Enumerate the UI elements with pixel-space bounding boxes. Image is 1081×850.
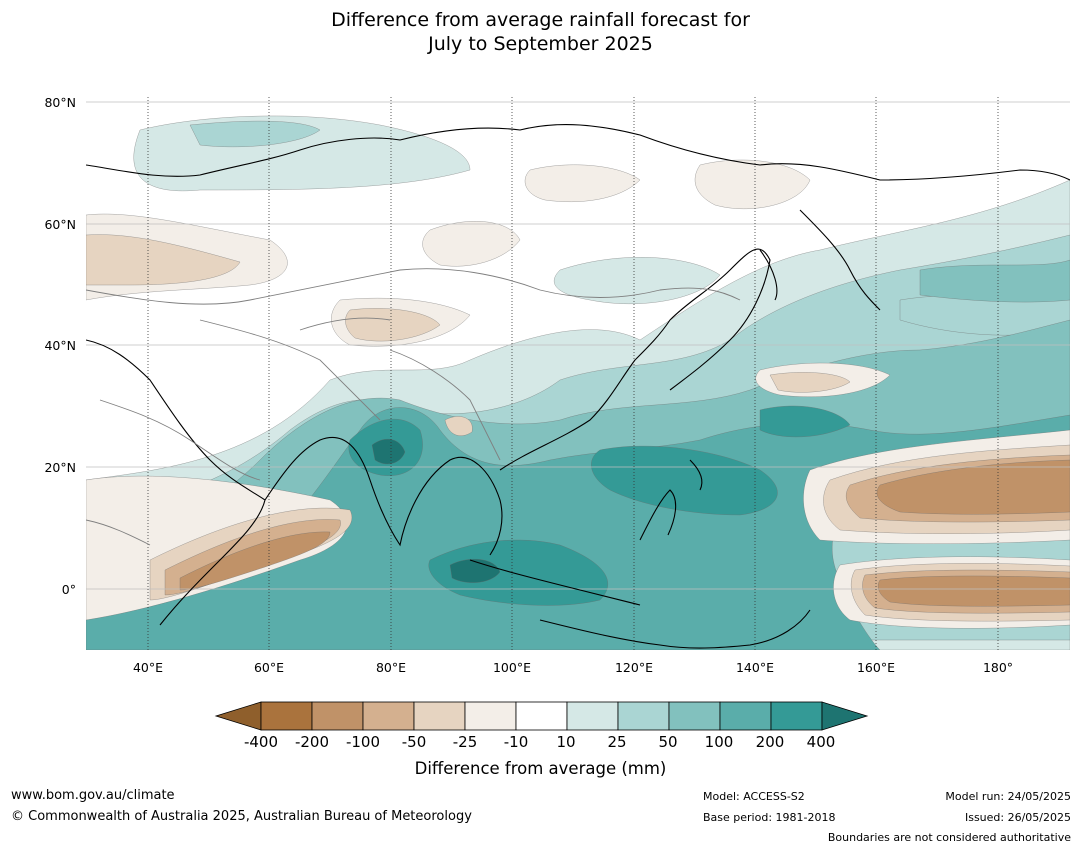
lon-label-180: 180° — [982, 660, 1014, 675]
colorbar-segment — [464, 701, 517, 731]
website-link[interactable]: www.bom.gov.au/climate — [11, 788, 175, 803]
model-run-date: Model run: 24/05/2025 — [945, 790, 1071, 803]
lat-label-80n: 80°N — [44, 95, 76, 110]
colorbar-segment — [617, 701, 670, 731]
colorbar-segment — [566, 701, 619, 731]
contour-w50 — [919, 259, 1070, 303]
contour-d100 — [876, 459, 1070, 515]
contour-d100 — [878, 575, 1070, 607]
lon-label-100e: 100°E — [492, 660, 531, 675]
coastlines — [86, 124, 1070, 649]
contour-w10 — [554, 257, 721, 304]
boundaries-disclaimer: Boundaries are not considered authoritat… — [827, 831, 1071, 844]
contour-w200 — [591, 445, 778, 516]
rainfall-anomaly-map — [86, 97, 1070, 650]
contour-d25 — [769, 372, 851, 393]
colorbar-segment — [362, 701, 415, 731]
contour-d10 — [694, 159, 811, 209]
colorbar-tick: -100 — [345, 733, 381, 751]
contour-d25 — [345, 308, 441, 342]
copyright-text: © Commonwealth of Australia 2025, Austra… — [11, 809, 472, 824]
colorbar-segment — [719, 701, 772, 731]
base-period: Base period: 1981-2018 — [703, 811, 836, 824]
colorbar-tick: 10 — [556, 733, 576, 751]
colorbar-extend-wet — [821, 701, 869, 731]
meridians — [147, 97, 999, 650]
colorbar-tick: -50 — [401, 733, 427, 751]
colorbar-tick: 400 — [806, 733, 836, 751]
lon-label-40e: 40°E — [132, 660, 164, 675]
contour-w400 — [371, 438, 406, 465]
map-title: Difference from average rainfall forecas… — [0, 8, 1081, 56]
colorbar-tick: -200 — [294, 733, 330, 751]
lon-label-60e: 60°E — [253, 660, 285, 675]
lon-label-140e: 140°E — [735, 660, 774, 675]
colorbar-extend-dry — [214, 701, 262, 731]
country-borders — [86, 268, 741, 546]
colorbar-segment — [413, 701, 466, 731]
colorbar-segment — [311, 701, 364, 731]
lon-label-160e: 160°E — [856, 660, 895, 675]
colorbar-tick: -10 — [503, 733, 529, 751]
lat-label-60n: 60°N — [44, 217, 76, 232]
colorbar-segment — [515, 701, 568, 731]
colorbar-segment — [260, 701, 313, 731]
contour-d10 — [524, 164, 641, 202]
contour-d10 — [422, 221, 521, 267]
colorbar-tick: -25 — [452, 733, 478, 751]
colorbar-segment — [668, 701, 721, 731]
colorbar-title: Difference from average (mm) — [414, 759, 667, 778]
colorbar-tick: 25 — [607, 733, 627, 751]
contour-w25 — [189, 120, 321, 148]
colorbar-tick: 50 — [658, 733, 678, 751]
contour-d25 — [86, 234, 241, 286]
colorbar-tick: 100 — [704, 733, 734, 751]
dry-regions — [86, 159, 1070, 629]
lat-label-0: 0° — [61, 582, 76, 597]
lat-label-40n: 40°N — [44, 338, 76, 353]
contour-d100 — [179, 531, 331, 591]
issued-date: Issued: 26/05/2025 — [964, 811, 1071, 824]
lat-label-20n: 20°N — [44, 460, 76, 475]
model-name: Model: ACCESS-S2 — [703, 790, 805, 803]
colorbar-segment — [770, 701, 823, 731]
title-line-1: Difference from average rainfall forecas… — [331, 9, 750, 31]
lon-label-80e: 80°E — [375, 660, 407, 675]
colorbar-tick: -400 — [243, 733, 279, 751]
lon-label-120e: 120°E — [614, 660, 653, 675]
title-line-2: July to September 2025 — [428, 33, 653, 55]
contour-w200 — [759, 405, 851, 438]
colorbar-tick: 200 — [755, 733, 785, 751]
contour-d25 — [444, 416, 473, 436]
